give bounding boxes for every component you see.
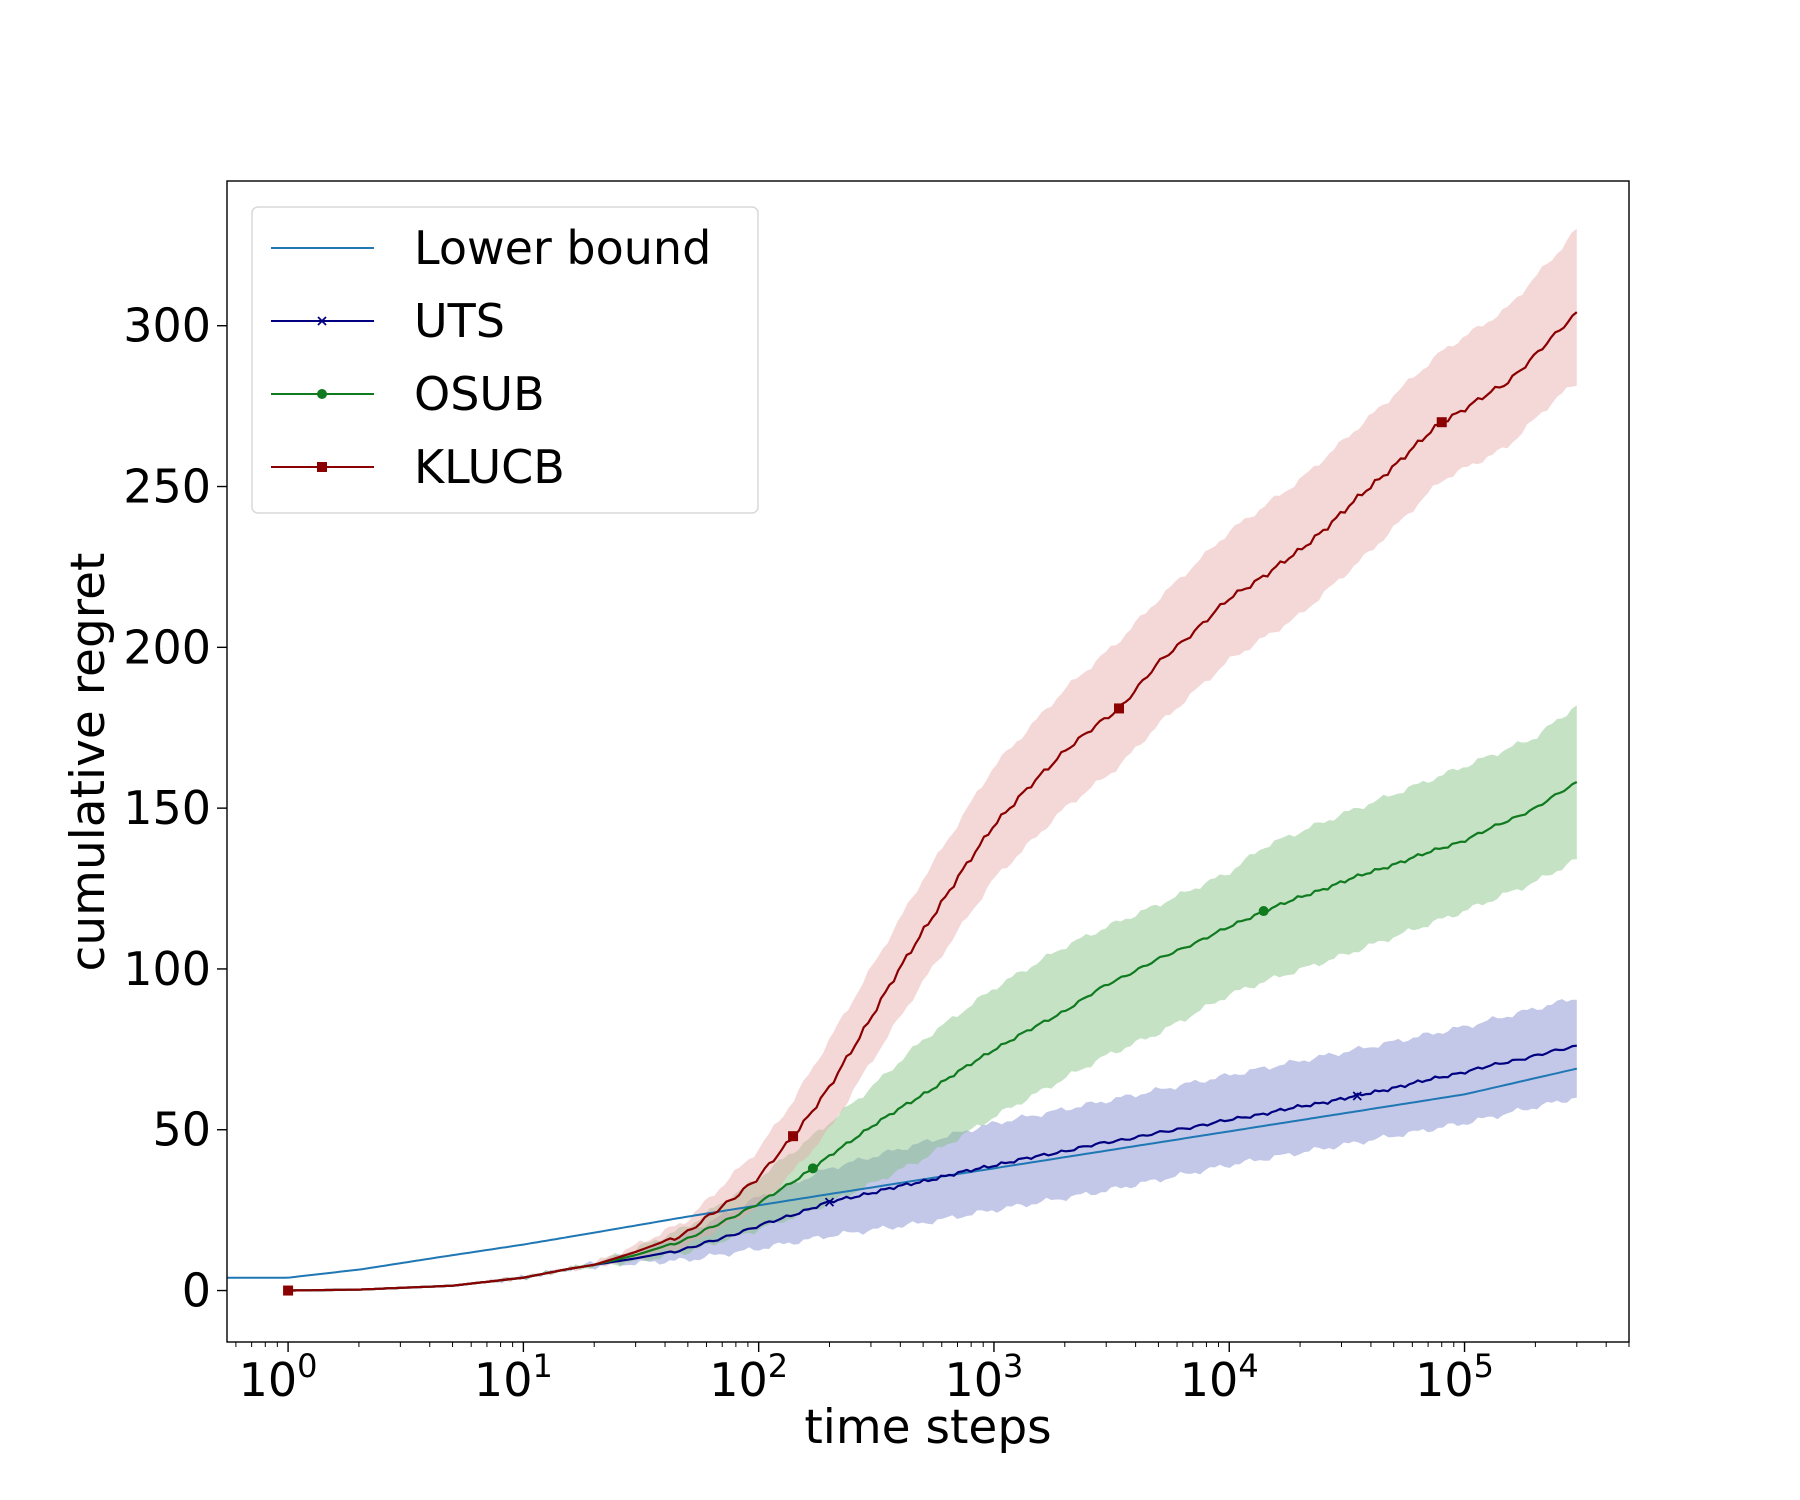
marker-klucb-2: [1114, 703, 1125, 714]
plot-frame: [226, 180, 1630, 1343]
y-tick-label-2: 100: [123, 942, 211, 996]
legend-label-uts: UTS: [414, 294, 505, 348]
marker-osub-0: [807, 1163, 818, 1174]
marker-uts-1: [1352, 1091, 1362, 1101]
legend: Lower bound UTS OSUB KLUCB: [251, 206, 759, 514]
y-tick-label-1: 50: [152, 1103, 211, 1157]
legend-frame: [251, 206, 759, 514]
legend-marker-uts-stroke-b: [317, 316, 327, 326]
y-tick-label-3: 150: [123, 781, 211, 835]
legend-marker-klucb: [317, 462, 327, 472]
marker-uts-0-stroke-b: [824, 1197, 835, 1207]
legend-label-osub: OSUB: [414, 367, 545, 421]
marker-klucb-1: [788, 1131, 799, 1142]
legend-marker-uts: [317, 316, 327, 326]
legend-label-lower-bound: Lower bound: [414, 221, 711, 275]
legend-label-klucb: KLUCB: [414, 440, 565, 494]
x-tick-label-1: 101: [474, 1347, 553, 1407]
marker-uts-1-stroke-b: [1352, 1091, 1362, 1101]
x-tick-label-2: 102: [709, 1347, 788, 1407]
marker-osub-1: [1258, 906, 1269, 917]
x-tick-label-0: 100: [239, 1347, 318, 1407]
x-tick-label-3: 103: [945, 1347, 1024, 1407]
marker-klucb-3: [1436, 417, 1447, 428]
line-lower-bound: [227, 1067, 1578, 1279]
legend-marker-osub: [317, 389, 327, 399]
line-klucb: [288, 311, 1578, 1292]
y-tick-label-5: 250: [123, 460, 211, 514]
y-tick-label-4: 200: [123, 620, 211, 674]
y-tick-label-6: 300: [123, 299, 211, 353]
marker-klucb-0: [283, 1285, 294, 1296]
band-uts: [288, 999, 1577, 1291]
x-axis-label: time steps: [804, 1400, 1051, 1455]
y-tick-label-0: 0: [182, 1264, 211, 1318]
y-axis-label: cumulative regret: [61, 553, 116, 972]
marker-uts-0: [824, 1197, 835, 1207]
x-tick-label-5: 105: [1415, 1347, 1494, 1407]
x-tick-label-4: 104: [1180, 1347, 1259, 1407]
